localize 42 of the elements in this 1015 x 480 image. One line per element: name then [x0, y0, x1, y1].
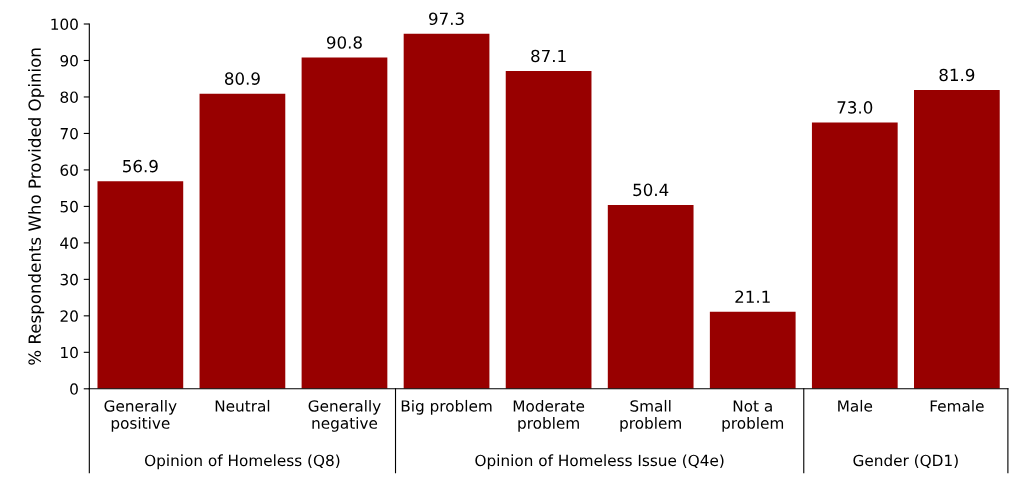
text: Opinion of Homeless (Q8)	[144, 454, 340, 470]
y-tick-label: 30	[60, 273, 78, 286]
bar	[301, 57, 388, 389]
bar	[97, 181, 184, 389]
data-label: 56.9	[123, 159, 158, 173]
data-label: 73.0	[837, 101, 873, 114]
data-label: 97.3	[429, 12, 464, 26]
y-tick-label: 60	[60, 164, 78, 176]
x-tick-label: Neutral	[215, 399, 270, 412]
x-tick-label: Male	[838, 399, 873, 412]
bar	[914, 90, 1000, 389]
x-tick-label: Generally positive	[104, 399, 177, 432]
x-tick-label: Not a problem	[722, 400, 784, 432]
y-tick-label: 50	[60, 200, 78, 213]
data-label: 81.9	[939, 68, 975, 82]
y-tick-label: 20	[60, 310, 78, 322]
y-tick-label: 80	[60, 91, 78, 103]
bar	[403, 33, 490, 389]
bar	[199, 93, 286, 389]
text: Opinion of Homeless Issue (Q4e)	[475, 454, 724, 470]
data-label: 50.4	[633, 183, 669, 197]
x-tick-label: Big problem	[401, 399, 492, 415]
x-tick-label: Female	[930, 399, 984, 412]
data-label: 21.1	[735, 290, 770, 303]
y-tick-label: 40	[60, 237, 78, 249]
bar	[607, 204, 694, 389]
y-tick-label: 0	[70, 383, 78, 395]
text: Gender (QD1)	[853, 454, 958, 468]
x-tick-label: Small problem	[620, 399, 681, 432]
y-tick-label: 70	[60, 127, 78, 140]
data-label: 80.9	[224, 72, 260, 85]
y-tick-label: 100	[51, 18, 78, 31]
bar	[505, 71, 592, 389]
y-tick-label: 90	[60, 54, 78, 67]
y-tick-label: 10	[61, 346, 78, 359]
data-label: 90.8	[326, 36, 362, 49]
y-axis-title: % Respondents Who Provided Opinion	[28, 48, 45, 365]
bar	[709, 311, 796, 389]
bar	[811, 122, 898, 389]
data-label: 87.1	[531, 49, 566, 63]
x-tick-label: Moderate problem	[513, 399, 585, 432]
x-tick-label: Generally negative	[308, 399, 381, 432]
